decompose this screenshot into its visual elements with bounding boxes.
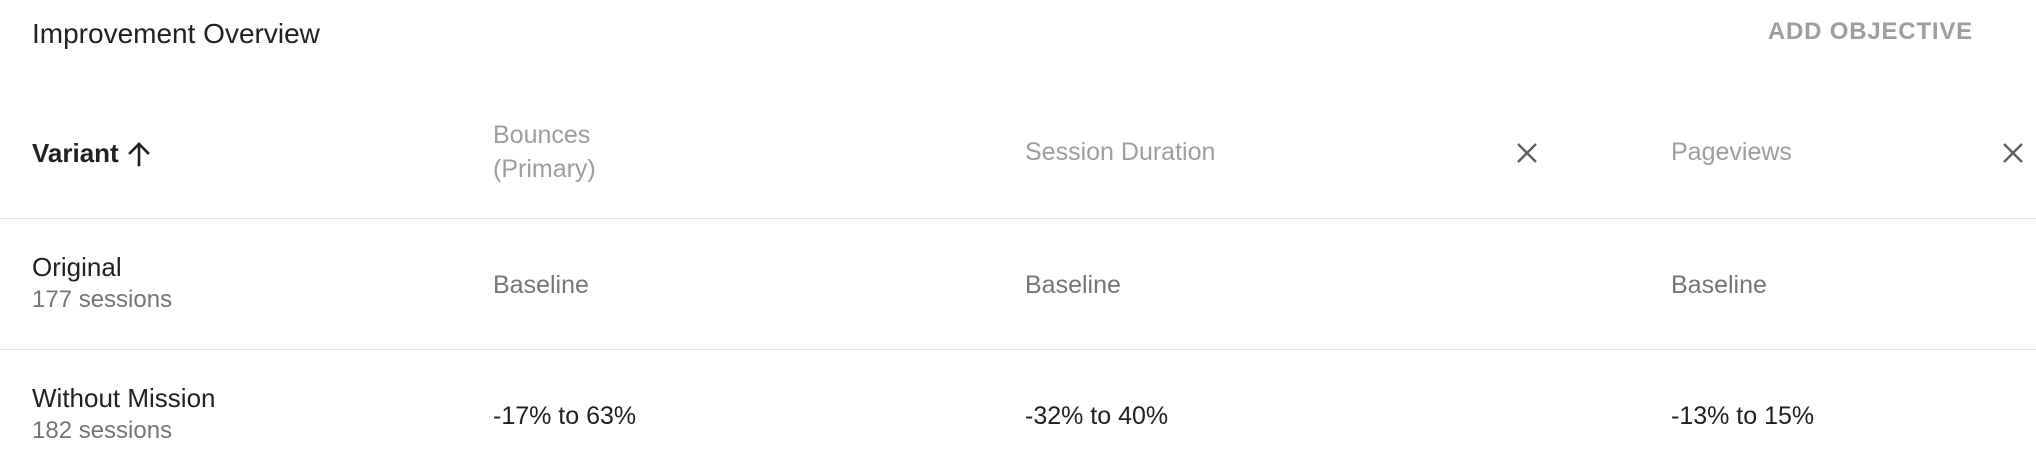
arrow-up-icon [127, 141, 151, 167]
pageviews-column-header: Pageviews [1671, 138, 1792, 166]
pageviews-value: -13% to 15% [1671, 402, 1815, 430]
variant-sessions: 182 sessions [32, 417, 173, 444]
pageviews-value: Baseline [1671, 271, 1767, 299]
bounces-column-label: Bounces [493, 121, 591, 149]
add-objective-button[interactable]: ADD OBJECTIVE [1767, 18, 1973, 45]
primary-tag: (Primary) [493, 155, 596, 183]
close-icon[interactable] [1512, 138, 1542, 168]
session-duration-value: Baseline [1025, 271, 1121, 299]
session-duration-value: -32% to 40% [1025, 402, 1169, 430]
page-title: Improvement Overview [32, 18, 320, 49]
table-header-row: Variant Bounces (Primary) Session Durati… [0, 108, 2036, 219]
session-duration-column-header: Session Duration [1025, 138, 1216, 166]
variant-column-label: Variant [32, 138, 119, 168]
table-row: Original 177 sessions Baseline Baseline … [0, 219, 2036, 350]
variant-name: Without Mission [32, 383, 216, 413]
close-icon[interactable] [1998, 138, 2028, 168]
bounces-value: -17% to 63% [493, 402, 637, 430]
variant-sessions: 177 sessions [32, 286, 173, 313]
table-row: Without Mission 182 sessions -17% to 63%… [0, 350, 2036, 460]
bounces-value: Baseline [493, 271, 589, 299]
variant-name: Original [32, 252, 122, 282]
variant-column-header[interactable]: Variant [32, 138, 151, 169]
bounces-column-header: Bounces (Primary) [493, 118, 596, 186]
